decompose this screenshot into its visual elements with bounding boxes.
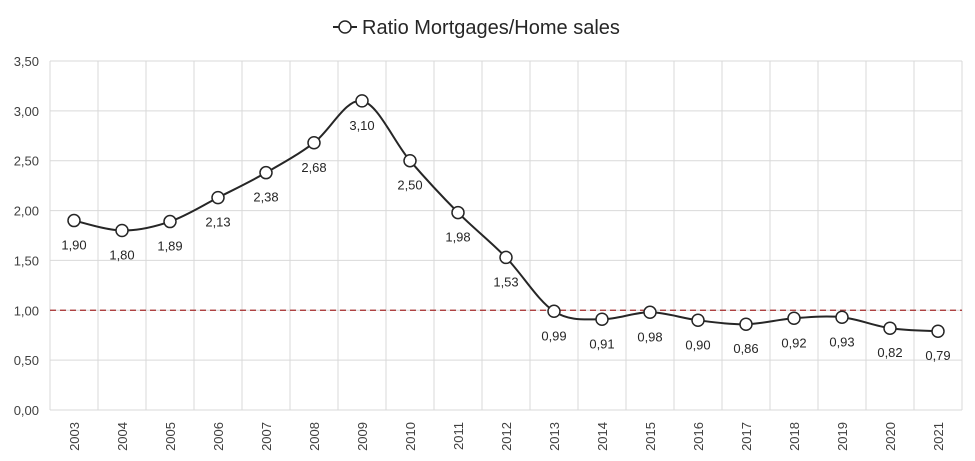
legend-entry-label: Ratio Mortgages/Home sales [362,17,620,39]
data-point [163,214,177,229]
data-point [739,317,753,331]
data-label: 2,68 [301,160,326,175]
x-tick-label: 2005 [163,422,178,451]
x-tick-label: 2015 [643,422,658,451]
data-label: 0,99 [541,328,566,343]
series-group [67,94,945,338]
x-tick-label: 2007 [259,422,274,451]
data-label: 1,90 [61,238,86,253]
series-line [73,99,939,333]
y-tick-label: 1,50 [14,253,39,268]
data-label: 0,90 [685,337,710,352]
data-label: 0,82 [877,345,902,360]
data-point [403,153,417,168]
y-tick-label: 3,00 [14,104,39,119]
data-labels: 1,90 1,80 1,89 2,13 2,38 2,68 3,10 2,50 1,98 1,53… [61,118,950,363]
x-tick-label: 2003 [67,422,82,451]
x-tick-label: 2006 [211,422,226,451]
data-point [787,311,801,326]
data-point [883,321,897,335]
data-point [307,136,321,150]
y-tick-label: 2,50 [14,154,39,169]
x-tick-label: 2009 [355,422,370,451]
data-label: 0,79 [925,348,950,363]
y-axis: 0,00 0,50 1,00 1,50 2,00 2,50 3,00 3,50 [14,54,39,418]
x-tick-label: 2018 [787,422,802,451]
gridlines [49,60,963,411]
data-point [115,223,129,238]
data-point [211,190,225,205]
data-point [67,213,81,228]
data-label: 1,98 [445,230,470,245]
y-tick-label: 2,00 [14,204,39,219]
y-tick-label: 0,50 [14,353,39,368]
x-tick-label: 2012 [499,422,514,451]
data-label: 2,38 [253,190,278,205]
x-tick-label: 2013 [547,422,562,451]
x-tick-label: 2004 [115,422,130,451]
data-point [355,94,369,108]
data-point [835,310,849,325]
y-tick-label: 3,50 [14,54,39,69]
data-point [547,304,561,319]
x-tick-label: 2021 [931,422,946,451]
data-point [931,324,945,338]
x-tick-label: 2020 [883,422,898,451]
x-tick-label: 2008 [307,422,322,451]
x-tick-label: 2019 [835,422,850,451]
x-axis: 2003 2004 2005 2006 2007 2008 2009 2010 2011 2012… [67,422,946,451]
data-label: 2,13 [205,215,230,230]
x-tick-label: 2010 [403,422,418,451]
data-point [691,313,705,328]
data-label: 2,50 [397,178,422,193]
data-label: 0,91 [589,336,614,351]
x-tick-label: 2016 [691,422,706,451]
x-tick-label: 2014 [595,422,610,451]
data-label: 0,92 [781,335,806,350]
data-point [259,165,273,180]
data-point [643,305,657,320]
data-point [499,250,513,265]
legend-marker-swatch [338,20,352,34]
data-label: 1,80 [109,248,134,263]
data-label: 1,53 [493,274,518,289]
y-tick-label: 1,00 [14,303,39,318]
data-label: 1,89 [157,239,182,254]
data-label: 0,93 [829,334,854,349]
data-label: 0,98 [637,329,662,344]
data-label: 3,10 [349,118,374,133]
data-point [595,312,609,327]
data-label: 0,86 [733,341,758,356]
legend: Ratio Mortgages/Home sales [333,17,620,39]
x-tick-label: 2011 [451,422,466,450]
data-point [451,205,465,220]
y-tick-label: 0,00 [14,403,39,418]
x-tick-label: 2017 [739,422,754,451]
